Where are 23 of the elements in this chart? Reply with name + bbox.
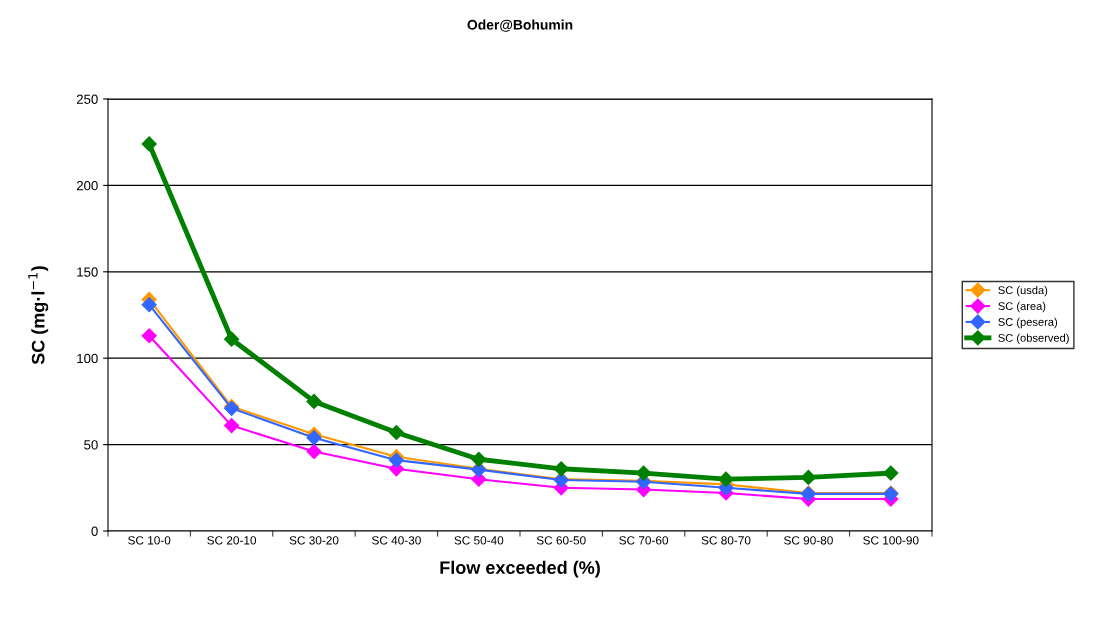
legend-label: SC (observed) xyxy=(998,333,1069,345)
y-tick-label: 0 xyxy=(91,526,98,536)
y-tick-label: 250 xyxy=(76,94,98,104)
x-tick-label: SC 60-50 xyxy=(536,536,586,545)
x-tick-label: SC 50-40 xyxy=(454,536,504,545)
x-tick-label: SC 80-70 xyxy=(701,536,751,545)
x-tick-label: SC 20-10 xyxy=(207,536,257,545)
y-tick-label: 50 xyxy=(84,440,98,450)
y-tick-label: 100 xyxy=(77,353,98,364)
x-tick-label: SC 40-30 xyxy=(372,536,421,545)
y-axis-title: SC (mg·l$^{−1}$) xyxy=(28,266,49,365)
x-tick-label: SC 90-80 xyxy=(784,536,833,545)
x-tick-label: SC 70-60 xyxy=(619,536,669,545)
legend-label: SC (usda) xyxy=(998,285,1048,297)
x-tick-label: SC 10-0 xyxy=(128,536,171,545)
y-tick-label: 200 xyxy=(76,180,98,191)
legend-label: SC (pesera) xyxy=(998,317,1058,329)
legend-label: SC (area) xyxy=(998,301,1046,313)
y-tick-label: 150 xyxy=(77,267,98,277)
x-axis-title: Flow exceeded (%) xyxy=(440,560,600,578)
x-tick-label: SC 100-90 xyxy=(863,536,919,545)
x-tick-label: SC 30-20 xyxy=(289,536,339,545)
chart-title: Oder@Bohumin xyxy=(467,19,573,32)
